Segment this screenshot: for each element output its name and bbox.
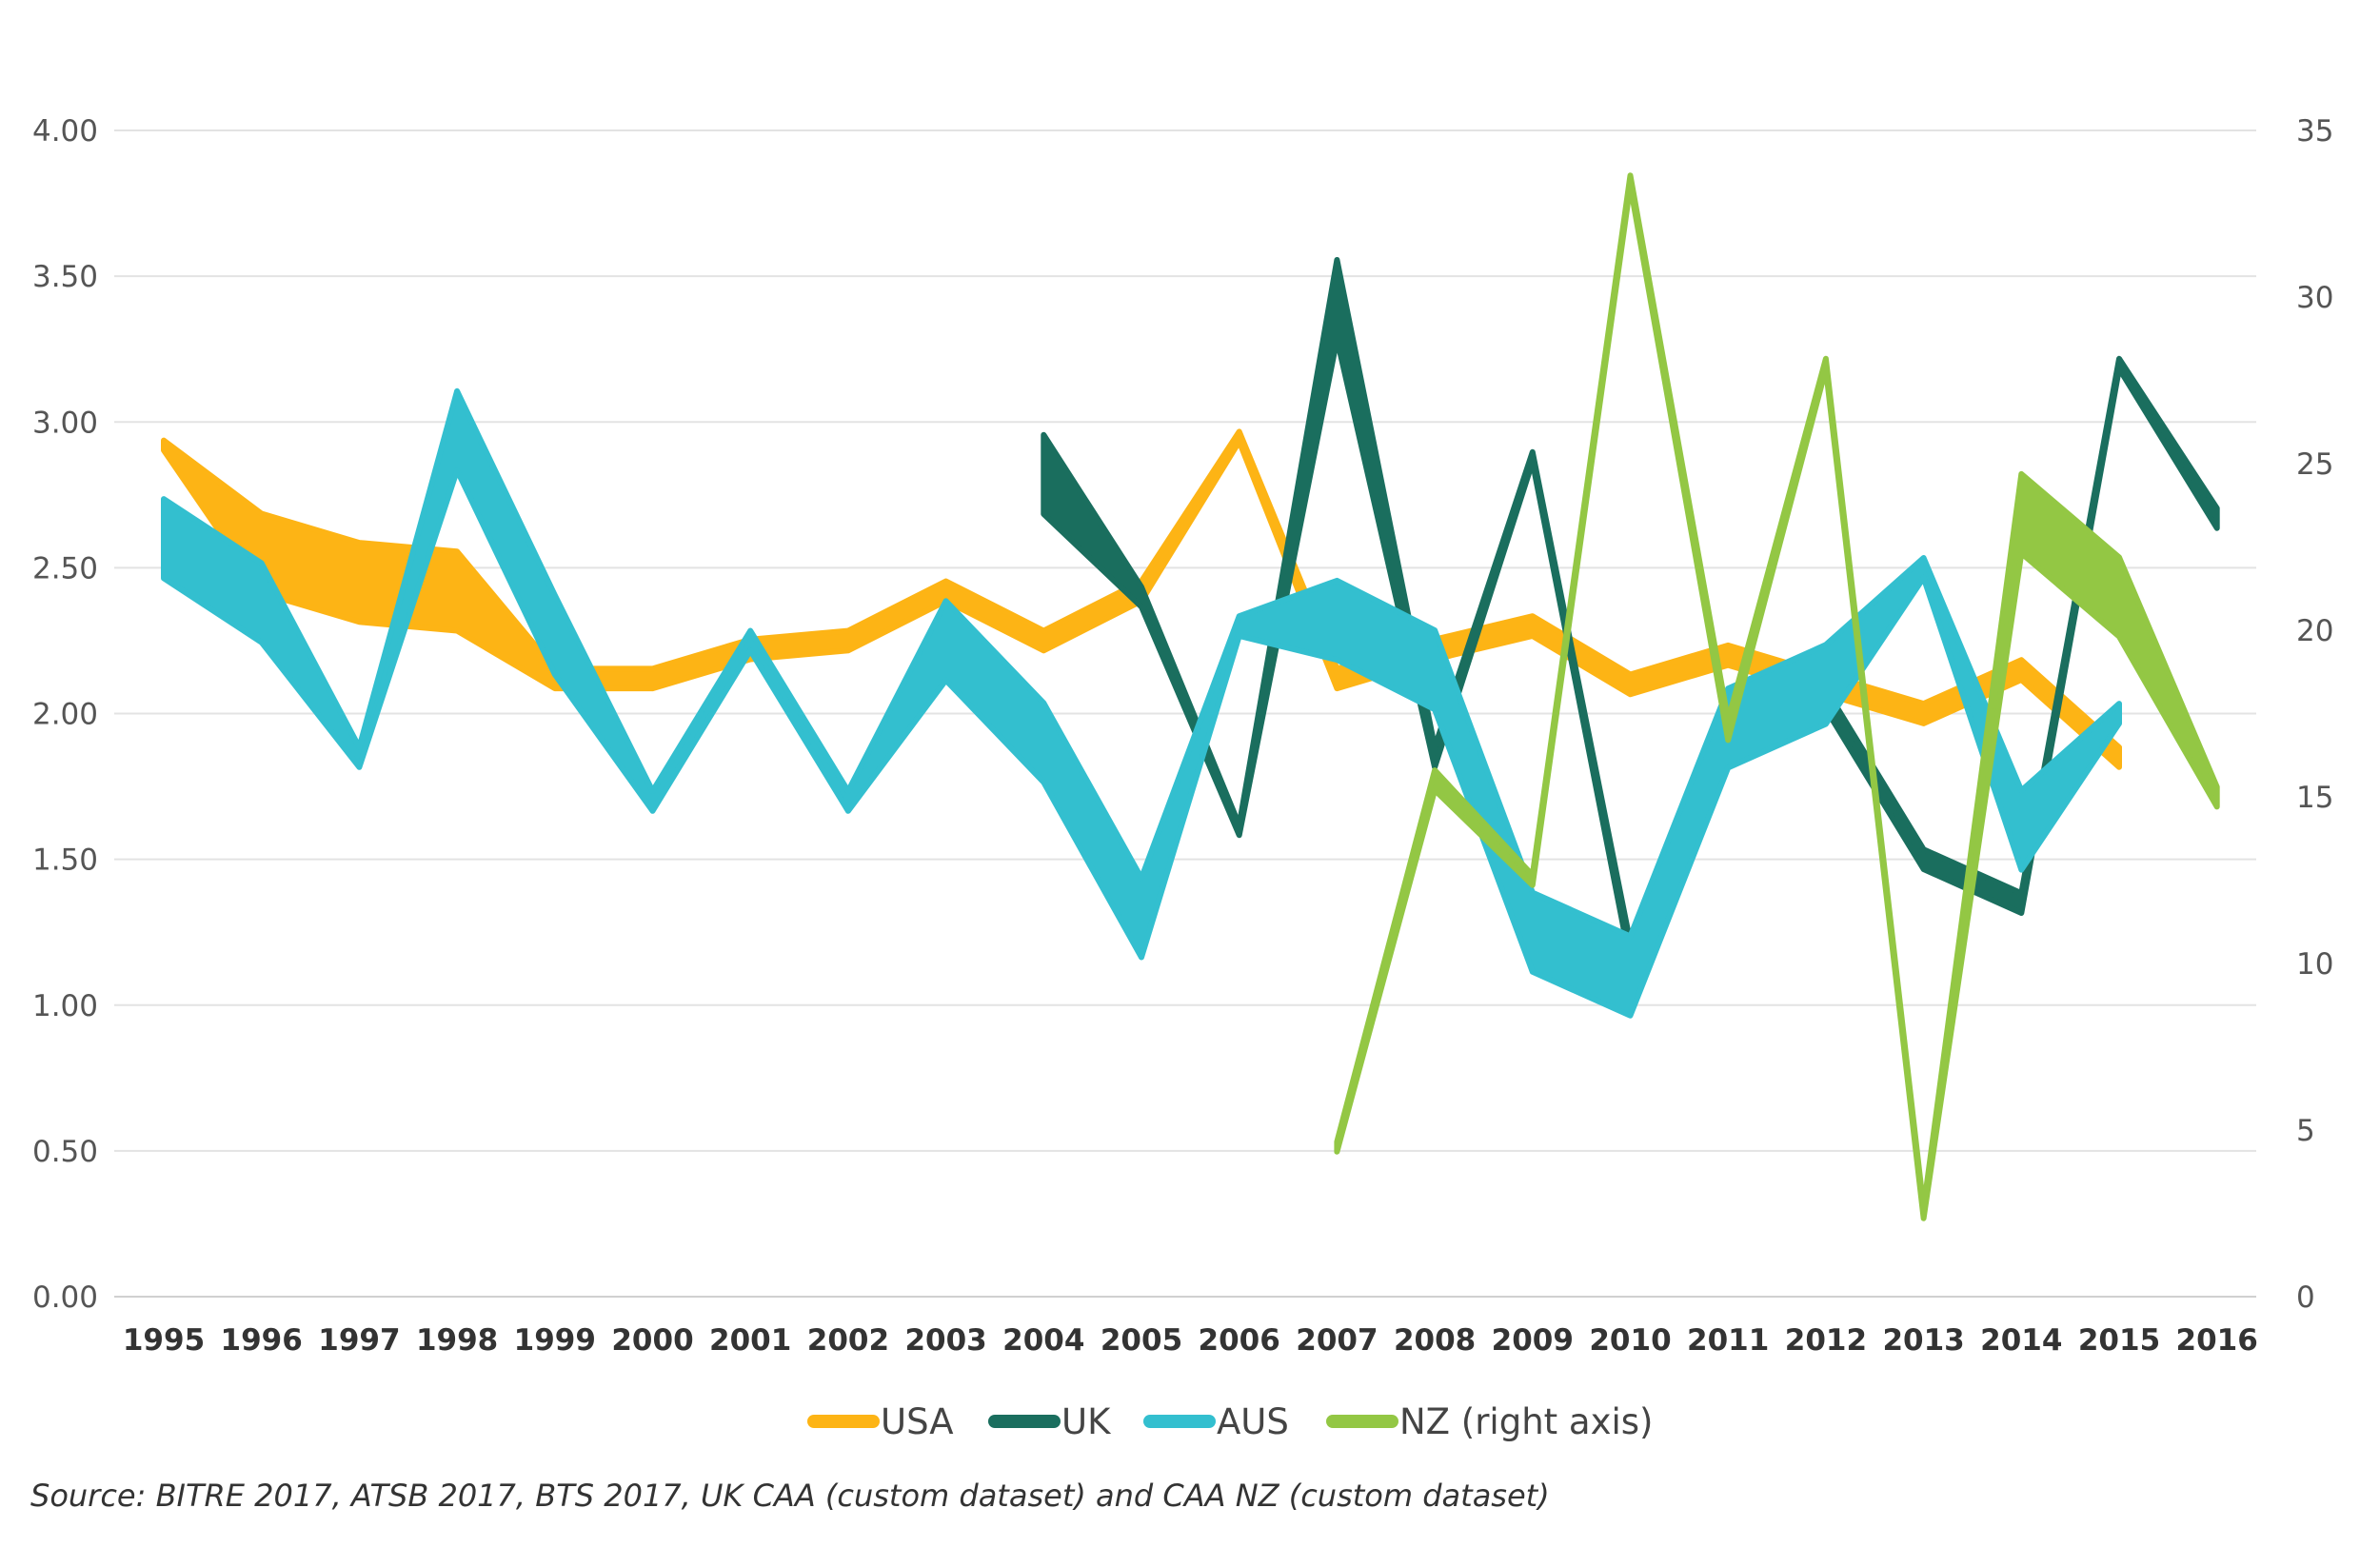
x-tick-label: 2009 <box>1492 1323 1574 1358</box>
left-tick-label: 2.00 <box>32 698 98 732</box>
x-tick-label: 2005 <box>1101 1323 1182 1358</box>
x-tick-label: 1998 <box>416 1323 498 1358</box>
series-lines <box>161 172 2220 1221</box>
legend-label: USA <box>881 1401 954 1442</box>
x-tick-label: 2014 <box>1980 1323 2062 1358</box>
right-tick-label: 15 <box>2296 781 2333 815</box>
source-note: Source: BITRE 2017, ATSB 2017, BTS 2017,… <box>30 1478 1550 1514</box>
x-tick-label: 2016 <box>2176 1323 2258 1358</box>
left-tick-label: 0.00 <box>32 1280 98 1315</box>
legend-label: AUS <box>1217 1401 1289 1442</box>
x-tick-label: 2010 <box>1589 1323 1671 1358</box>
left-tick-label: 0.50 <box>32 1135 98 1169</box>
legend: USA UK AUS NZ (right axis) <box>807 1401 1653 1442</box>
right-axis-ticks: 0 5 10 15 20 25 30 35 <box>2296 114 2333 1315</box>
left-tick-label: 2.50 <box>32 551 98 585</box>
series-aus-line <box>161 387 2122 1019</box>
x-tick-label: 2007 <box>1296 1323 1378 1358</box>
x-tick-label: 1996 <box>221 1323 303 1358</box>
left-tick-label: 1.50 <box>32 843 98 878</box>
right-tick-label: 5 <box>2296 1114 2315 1148</box>
x-axis-ticks: 1995 1996 1997 1998 1999 2000 2001 2002 2003 2004… <box>123 1323 2258 1358</box>
x-tick-label: 2012 <box>1785 1323 1867 1358</box>
series-nz-right-axis-line <box>1334 172 2220 1221</box>
right-tick-label: 0 <box>2296 1280 2315 1315</box>
right-tick-label: 35 <box>2296 114 2333 149</box>
left-axis-ticks: 0.00 0.50 1.00 1.50 2.00 2.50 3.00 3.50 4.00 <box>32 114 98 1315</box>
left-tick-label: 3.00 <box>32 406 98 440</box>
left-tick-label: 1.00 <box>32 989 98 1023</box>
x-tick-label: 2011 <box>1687 1323 1769 1358</box>
x-tick-label: 2008 <box>1394 1323 1476 1358</box>
x-tick-label: 2015 <box>2078 1323 2160 1358</box>
series-uk-line <box>1041 257 2220 965</box>
x-tick-label: 1995 <box>123 1323 205 1358</box>
x-tick-label: 2003 <box>904 1323 986 1358</box>
x-tick-label: 1999 <box>514 1323 596 1358</box>
x-tick-label: 2013 <box>1882 1323 1964 1358</box>
right-tick-label: 30 <box>2296 281 2333 315</box>
left-tick-label: 4.00 <box>32 114 98 149</box>
legend-label: NZ (right axis) <box>1399 1401 1653 1442</box>
right-tick-label: 10 <box>2296 947 2333 982</box>
x-tick-label: 2004 <box>1002 1323 1084 1358</box>
x-tick-label: 2000 <box>611 1323 693 1358</box>
left-tick-label: 3.50 <box>32 260 98 294</box>
right-tick-label: 25 <box>2296 447 2333 482</box>
x-tick-label: 2006 <box>1199 1323 1280 1358</box>
x-tick-label: 2002 <box>807 1323 889 1358</box>
right-tick-label: 20 <box>2296 614 2333 648</box>
legend-label: UK <box>1061 1401 1112 1442</box>
x-tick-label: 2001 <box>709 1323 791 1358</box>
x-tick-label: 1997 <box>318 1323 400 1358</box>
